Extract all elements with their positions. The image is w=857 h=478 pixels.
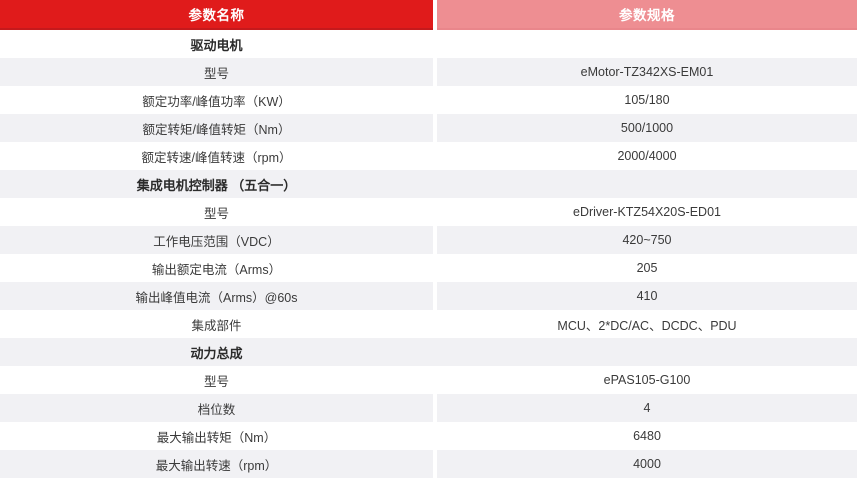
table-body: 驱动电机 型号 eMotor-TZ342XS-EM01 额定功率/峰值功率（KW） 10… <box>0 30 857 478</box>
column-header-parameter-name: 参数名称 <box>0 0 433 30</box>
row-column-gap <box>433 338 437 366</box>
parameter-spec-cell <box>437 170 857 198</box>
row-column-gap <box>433 226 437 254</box>
section-title-cell: 动力总成 <box>0 338 433 366</box>
parameter-spec-cell: 4 <box>437 394 857 422</box>
table-row: 输出额定电流（Arms） 205 <box>0 254 857 282</box>
parameter-spec-cell: 500/1000 <box>437 114 857 142</box>
table-row: 档位数 4 <box>0 394 857 422</box>
row-column-gap <box>433 366 437 394</box>
parameter-spec-cell: 2000/4000 <box>617 149 677 163</box>
row-column-gap <box>433 394 437 422</box>
row-column-gap <box>433 170 437 198</box>
row-column-gap <box>433 198 437 226</box>
parameter-name-cell: 工作电压范围（VDC） <box>0 226 433 254</box>
parameter-name-cell: 集成部件 <box>191 318 242 333</box>
table-row: 额定转速/峰值转速（rpm） 2000/4000 <box>0 142 857 170</box>
parameter-name-cell: 额定转矩/峰值转矩（Nm） <box>0 114 433 142</box>
table-row: 型号 eDriver-KTZ54X20S-ED01 <box>0 198 857 226</box>
section-header-row: 动力总成 <box>0 338 857 366</box>
table-row: 最大输出转速（rpm） 4000 <box>0 450 857 478</box>
parameter-name-cell: 输出额定电流（Arms） <box>151 262 282 277</box>
row-column-gap <box>433 282 437 310</box>
parameter-spec-cell: 410 <box>437 282 857 310</box>
table-row: 额定功率/峰值功率（KW） 105/180 <box>0 86 857 114</box>
parameter-name-cell: 型号 <box>203 206 229 221</box>
row-column-gap <box>433 422 437 450</box>
table-row: 最大输出转矩（Nm） 6480 <box>0 422 857 450</box>
column-divider-gap <box>433 0 437 30</box>
table-row: 额定转矩/峰值转矩（Nm） 500/1000 <box>0 114 857 142</box>
row-column-gap <box>433 114 437 142</box>
row-column-gap <box>433 450 437 478</box>
parameter-spec-cell <box>437 30 857 58</box>
parameter-name-cell: 型号 <box>0 58 433 86</box>
parameter-name-cell: 最大输出转矩（Nm） <box>156 430 277 445</box>
parameter-name-cell: 额定转速/峰值转速（rpm） <box>141 150 292 165</box>
row-column-gap <box>433 142 437 170</box>
row-column-gap <box>433 254 437 282</box>
parameter-spec-cell: 4000 <box>437 450 857 478</box>
section-header-row: 集成电机控制器 （五合一） <box>0 170 857 198</box>
table-row: 型号 ePAS105-G100 <box>0 366 857 394</box>
parameter-spec-cell: eDriver-KTZ54X20S-ED01 <box>573 205 721 219</box>
table-row: 集成部件 MCU、2*DC/AC、DCDC、PDU <box>0 310 857 338</box>
column-header-parameter-spec: 参数规格 <box>437 0 857 30</box>
parameter-name-cell: 额定功率/峰值功率（KW） <box>142 94 291 109</box>
parameter-spec-cell: ePAS105-G100 <box>603 373 691 387</box>
parameter-spec-cell: MCU、2*DC/AC、DCDC、PDU <box>557 318 737 333</box>
row-column-gap <box>433 30 437 58</box>
parameter-spec-cell: eMotor-TZ342XS-EM01 <box>437 58 857 86</box>
row-column-gap <box>433 58 437 86</box>
table-row: 工作电压范围（VDC） 420~750 <box>0 226 857 254</box>
parameter-spec-cell: 105/180 <box>624 93 670 107</box>
parameter-spec-cell: 420~750 <box>437 226 857 254</box>
row-column-gap <box>433 310 437 338</box>
parameter-spec-cell: 6480 <box>633 429 661 443</box>
table-row: 型号 eMotor-TZ342XS-EM01 <box>0 58 857 86</box>
parameter-spec-cell <box>437 338 857 366</box>
parameter-spec-cell: 205 <box>636 261 658 275</box>
table-row: 输出峰值电流（Arms）@60s 410 <box>0 282 857 310</box>
parameter-name-cell: 输出峰值电流（Arms）@60s <box>0 282 433 310</box>
section-header-row: 驱动电机 <box>0 30 857 58</box>
section-title-cell: 集成电机控制器 （五合一） <box>0 170 433 198</box>
section-title-cell: 驱动电机 <box>190 37 243 53</box>
table-header-row: 参数名称 参数规格 <box>0 0 857 30</box>
parameter-name-cell: 档位数 <box>0 394 433 422</box>
parameter-name-cell: 型号 <box>203 374 229 389</box>
row-column-gap <box>433 86 437 114</box>
parameter-name-cell: 最大输出转速（rpm） <box>0 450 433 478</box>
